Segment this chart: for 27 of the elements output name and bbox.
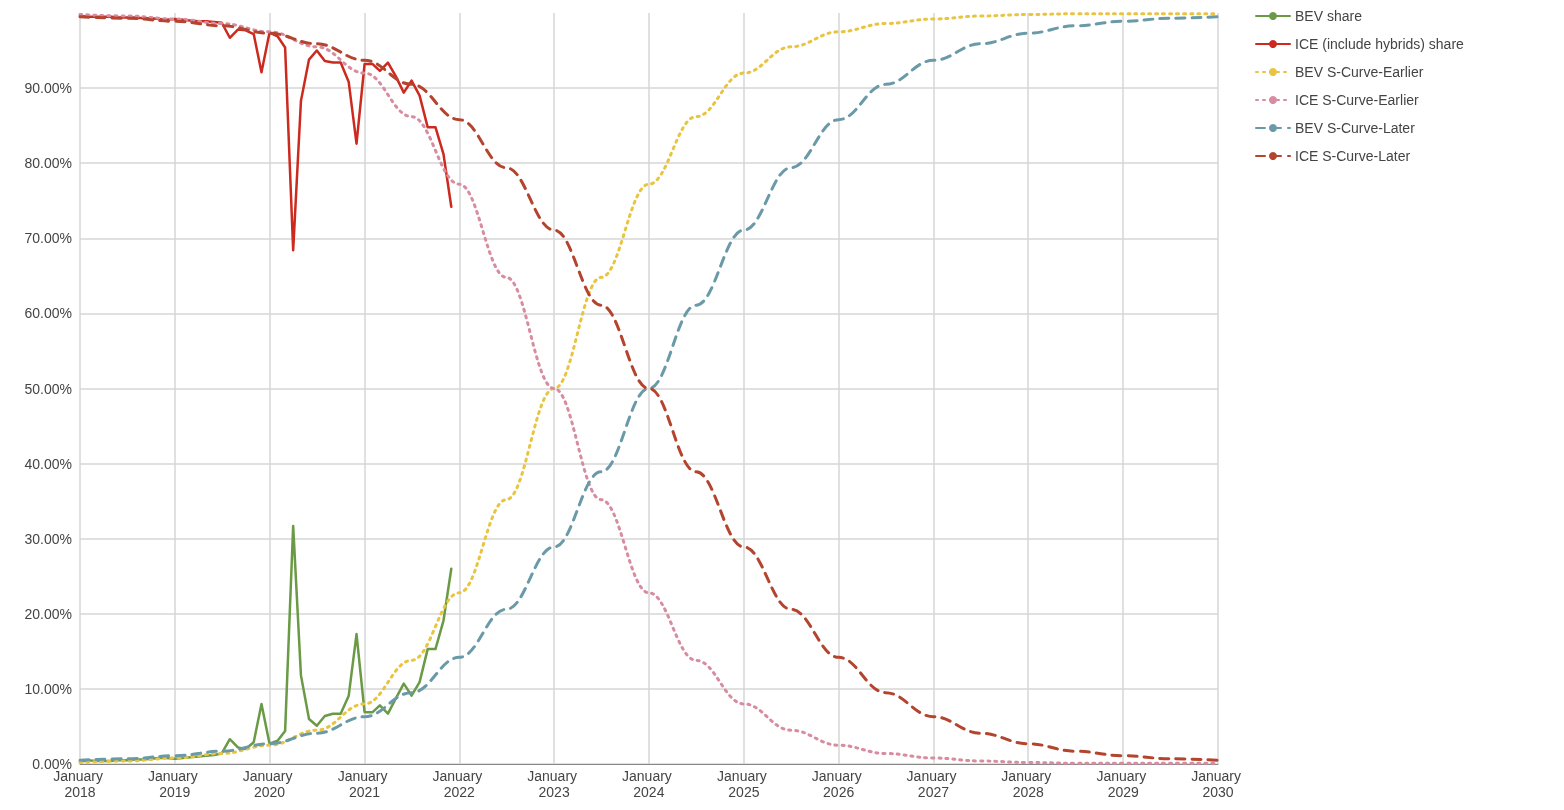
y-tick-label: 50.00% (24, 380, 72, 397)
legend-label: ICE S-Curve-Later (1295, 148, 1411, 164)
legend-label: ICE (include hybrids) share (1295, 36, 1465, 52)
x-tick-label: January 2023 (527, 768, 581, 800)
y-tick-label: 10.00% (24, 680, 72, 697)
x-tick-label: January 2025 (717, 768, 771, 800)
legend-label: BEV share (1295, 8, 1363, 24)
x-tick-label: January 2021 (337, 768, 392, 800)
y-tick-label: 40.00% (24, 455, 72, 472)
x-tick-label: January 2027 (906, 768, 961, 800)
y-tick-label: 70.00% (24, 230, 72, 247)
y-tick-label: 30.00% (24, 530, 72, 547)
y-tick-label: 20.00% (24, 605, 72, 622)
x-tick-label: January 2020 (242, 768, 297, 800)
legend-label: ICE S-Curve-Earlier (1295, 92, 1420, 108)
legend-label: BEV S-Curve-Earlier (1295, 64, 1424, 80)
x-tick-label: January 2026 (811, 768, 866, 800)
x-tick-label: January 2022 (432, 768, 487, 800)
x-tick-label: January 2030 (1191, 768, 1245, 800)
legend-label: BEV S-Curve-Later (1295, 120, 1416, 136)
y-tick-label: 90.00% (24, 80, 72, 97)
x-tick-label: January 2019 (147, 768, 202, 800)
x-tick-label: January 2029 (1096, 768, 1151, 800)
x-tick-label: January 2028 (1001, 768, 1056, 800)
y-tick-label: 80.00% (24, 155, 72, 172)
y-tick-label: 60.00% (24, 305, 72, 322)
x-tick-label: January 2024 (622, 768, 676, 800)
